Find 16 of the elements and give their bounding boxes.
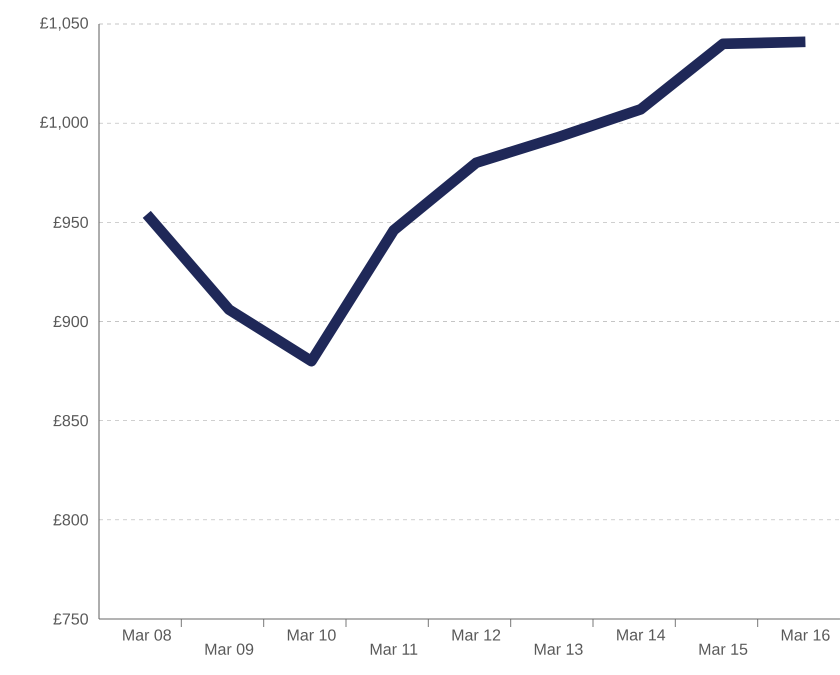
x-tick-label: Mar 09 (206, 644, 254, 655)
y-tick-label: £1,050 (40, 17, 88, 31)
x-tick-label: Mar 13 (534, 644, 583, 655)
x-tick-label: Mar 16 (782, 629, 830, 641)
y-tick-label: £750 (53, 613, 88, 625)
x-tick-label: Mar 12 (452, 629, 500, 641)
y-tick-label: £1,000 (40, 116, 88, 130)
x-tick-label: Mar 10 (288, 629, 336, 641)
x-tick-label: Mar 08 (123, 629, 171, 641)
x-tick-label: Mar 15 (699, 644, 748, 655)
y-tick-label: £950 (53, 216, 88, 228)
y-tick-label: £850 (53, 414, 88, 426)
y-tick-label: £900 (53, 316, 88, 328)
y-tick-label: £800 (53, 514, 88, 526)
x-tick-label: Mar 11 (370, 644, 418, 655)
x-tick-label: Mar 14 (617, 629, 666, 641)
